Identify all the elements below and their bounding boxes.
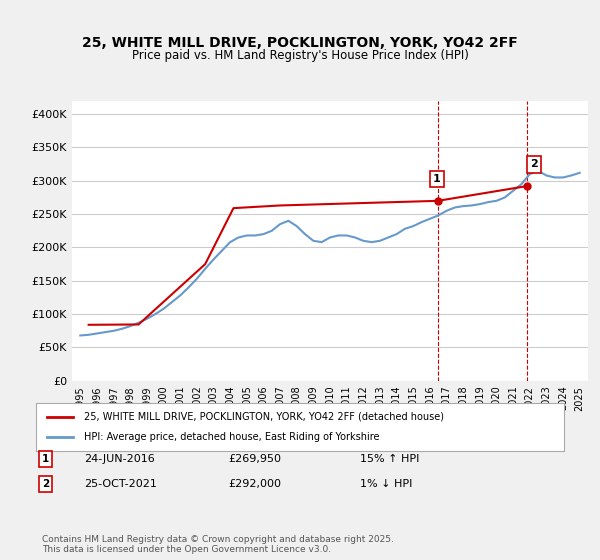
Text: HPI: Average price, detached house, East Riding of Yorkshire: HPI: Average price, detached house, East… <box>83 432 379 442</box>
Text: £292,000: £292,000 <box>228 479 281 489</box>
Text: £269,950: £269,950 <box>228 454 281 464</box>
Text: 2: 2 <box>530 160 538 170</box>
Text: 1: 1 <box>433 174 440 184</box>
Text: 24-JUN-2016: 24-JUN-2016 <box>84 454 155 464</box>
Text: 25-OCT-2021: 25-OCT-2021 <box>84 479 157 489</box>
Text: 2: 2 <box>42 479 49 489</box>
Text: 15% ↑ HPI: 15% ↑ HPI <box>360 454 419 464</box>
Text: Contains HM Land Registry data © Crown copyright and database right 2025.
This d: Contains HM Land Registry data © Crown c… <box>42 535 394 554</box>
Text: 1% ↓ HPI: 1% ↓ HPI <box>360 479 412 489</box>
Text: 1: 1 <box>42 454 49 464</box>
Text: 25, WHITE MILL DRIVE, POCKLINGTON, YORK, YO42 2FF (detached house): 25, WHITE MILL DRIVE, POCKLINGTON, YORK,… <box>83 412 443 422</box>
Text: 25, WHITE MILL DRIVE, POCKLINGTON, YORK, YO42 2FF: 25, WHITE MILL DRIVE, POCKLINGTON, YORK,… <box>82 36 518 50</box>
Text: Price paid vs. HM Land Registry's House Price Index (HPI): Price paid vs. HM Land Registry's House … <box>131 49 469 62</box>
